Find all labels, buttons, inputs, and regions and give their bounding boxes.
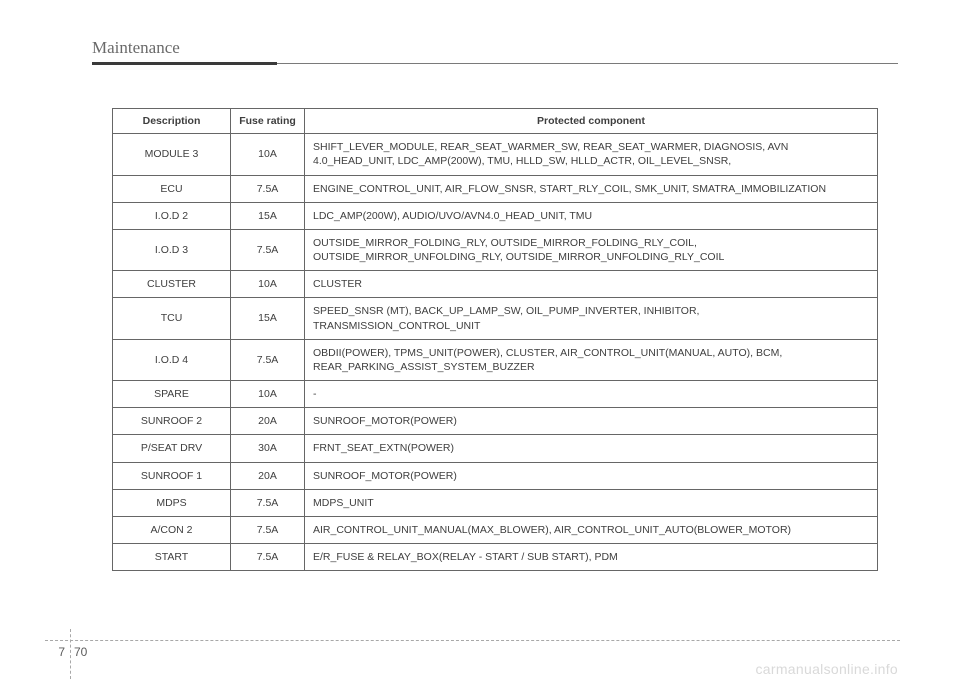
table-row: I.O.D 2 15A LDC_AMP(200W), AUDIO/UVO/AVN… xyxy=(113,202,878,229)
cell-description: SUNROOF 2 xyxy=(113,408,231,435)
cell-description: P/SEAT DRV xyxy=(113,435,231,462)
cell-fuse: 10A xyxy=(231,381,305,408)
cell-fuse: 20A xyxy=(231,408,305,435)
page-title: Maintenance xyxy=(92,38,898,60)
page: Maintenance Description Fuse rating Prot… xyxy=(0,0,960,689)
cell-description: MDPS xyxy=(113,489,231,516)
table-row: I.O.D 4 7.5A OBDII(POWER), TPMS_UNIT(POW… xyxy=(113,339,878,380)
cell-description: I.O.D 2 xyxy=(113,202,231,229)
cell-protected: ENGINE_CONTROL_UNIT, AIR_FLOW_SNSR, STAR… xyxy=(305,175,878,202)
cell-description: START xyxy=(113,544,231,571)
table-row: I.O.D 3 7.5A OUTSIDE_MIRROR_FOLDING_RLY,… xyxy=(113,229,878,270)
table-row: ECU 7.5A ENGINE_CONTROL_UNIT, AIR_FLOW_S… xyxy=(113,175,878,202)
chapter-number: 7 xyxy=(45,645,65,659)
table-row: MDPS 7.5A MDPS_UNIT xyxy=(113,489,878,516)
cell-description: ECU xyxy=(113,175,231,202)
table-row: P/SEAT DRV 30A FRNT_SEAT_EXTN(POWER) xyxy=(113,435,878,462)
footer-dashed-line xyxy=(45,640,900,641)
cell-fuse: 30A xyxy=(231,435,305,462)
cell-fuse: 20A xyxy=(231,462,305,489)
cell-fuse: 7.5A xyxy=(231,339,305,380)
cell-description: A/CON 2 xyxy=(113,516,231,543)
table-row: CLUSTER 10A CLUSTER xyxy=(113,271,878,298)
cell-fuse: 7.5A xyxy=(231,175,305,202)
fuse-table: Description Fuse rating Protected compon… xyxy=(112,108,878,571)
cell-protected: FRNT_SEAT_EXTN(POWER) xyxy=(305,435,878,462)
cell-protected: SHIFT_LEVER_MODULE, REAR_SEAT_WARMER_SW,… xyxy=(305,134,878,175)
cell-description: I.O.D 3 xyxy=(113,229,231,270)
cell-fuse: 15A xyxy=(231,298,305,339)
cell-protected: LDC_AMP(200W), AUDIO/UVO/AVN4.0_HEAD_UNI… xyxy=(305,202,878,229)
footer-dashed-vert xyxy=(70,629,71,679)
table-row: TCU 15A SPEED_SNSR (MT), BACK_UP_LAMP_SW… xyxy=(113,298,878,339)
table-row: SUNROOF 2 20A SUNROOF_MOTOR(POWER) xyxy=(113,408,878,435)
cell-protected: CLUSTER xyxy=(305,271,878,298)
table-header-row: Description Fuse rating Protected compon… xyxy=(113,109,878,134)
table-row: MODULE 3 10A SHIFT_LEVER_MODULE, REAR_SE… xyxy=(113,134,878,175)
col-fuse-rating: Fuse rating xyxy=(231,109,305,134)
watermark: carmanualsonline.info xyxy=(756,661,899,677)
cell-protected: OBDII(POWER), TPMS_UNIT(POWER), CLUSTER,… xyxy=(305,339,878,380)
cell-fuse: 10A xyxy=(231,271,305,298)
cell-description: SUNROOF 1 xyxy=(113,462,231,489)
page-number: 70 xyxy=(74,645,87,659)
cell-protected: MDPS_UNIT xyxy=(305,489,878,516)
cell-protected: - xyxy=(305,381,878,408)
cell-description: TCU xyxy=(113,298,231,339)
cell-protected: E/R_FUSE & RELAY_BOX(RELAY - START / SUB… xyxy=(305,544,878,571)
cell-description: I.O.D 4 xyxy=(113,339,231,380)
cell-fuse: 7.5A xyxy=(231,516,305,543)
cell-fuse: 7.5A xyxy=(231,489,305,516)
table-row: A/CON 2 7.5A AIR_CONTROL_UNIT_MANUAL(MAX… xyxy=(113,516,878,543)
header-rule xyxy=(92,62,898,64)
cell-fuse: 7.5A xyxy=(231,544,305,571)
cell-protected: SUNROOF_MOTOR(POWER) xyxy=(305,408,878,435)
cell-protected: SUNROOF_MOTOR(POWER) xyxy=(305,462,878,489)
col-protected-component: Protected component xyxy=(305,109,878,134)
fuse-table-wrap: Description Fuse rating Protected compon… xyxy=(112,108,878,571)
cell-fuse: 10A xyxy=(231,134,305,175)
cell-protected: SPEED_SNSR (MT), BACK_UP_LAMP_SW, OIL_PU… xyxy=(305,298,878,339)
table-row: SPARE 10A - xyxy=(113,381,878,408)
cell-fuse: 7.5A xyxy=(231,229,305,270)
table-row: START 7.5A E/R_FUSE & RELAY_BOX(RELAY - … xyxy=(113,544,878,571)
col-description: Description xyxy=(113,109,231,134)
cell-protected: AIR_CONTROL_UNIT_MANUAL(MAX_BLOWER), AIR… xyxy=(305,516,878,543)
page-header: Maintenance xyxy=(92,38,898,64)
table-row: SUNROOF 1 20A SUNROOF_MOTOR(POWER) xyxy=(113,462,878,489)
cell-description: CLUSTER xyxy=(113,271,231,298)
cell-description: MODULE 3 xyxy=(113,134,231,175)
cell-description: SPARE xyxy=(113,381,231,408)
cell-protected: OUTSIDE_MIRROR_FOLDING_RLY, OUTSIDE_MIRR… xyxy=(305,229,878,270)
cell-fuse: 15A xyxy=(231,202,305,229)
